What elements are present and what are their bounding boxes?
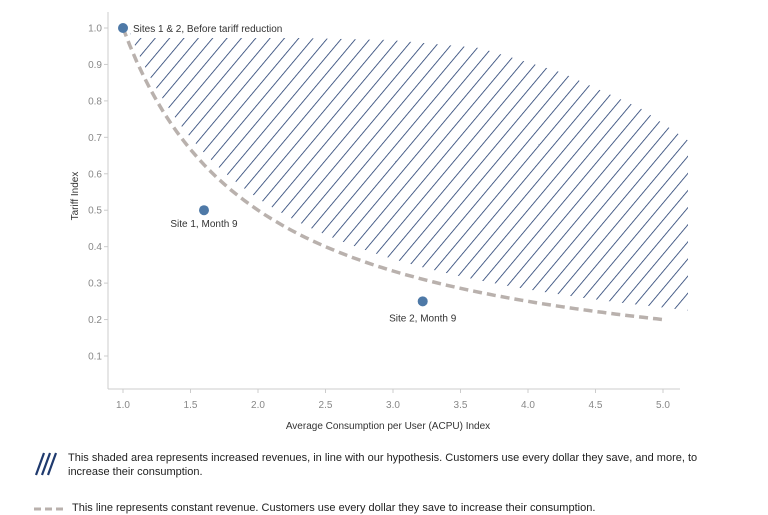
y-tick-label: 0.7 [88,133,102,144]
y-tick-label: 0.5 [88,206,102,217]
x-tick-label: 4.0 [521,400,535,411]
chart: 0.1 0.2 0.3 0.4 0.5 0.6 0.7 0.8 0.9 1.0 1.0 1.5 2.0… [70,12,688,432]
data-point [118,23,128,33]
constant-revenue-curve [121,27,664,322]
y-tick-label: 0.1 [88,352,102,363]
x-axis-label: Average Consumption per User (ACPU) Inde… [286,421,490,432]
data-point-label: Site 1, Month 9 [170,219,238,230]
y-axis-label: Tariff Index [70,172,81,221]
legend-hatch-item: This shaded area represents increased re… [34,451,734,479]
hatch-swatch-icon [34,452,58,476]
data-point-label: Sites 1 & 2, Before tariff reduction [133,24,282,35]
data-point-label: Site 2, Month 9 [389,313,457,324]
increased-revenue-region [129,33,688,311]
data-point [417,296,428,307]
x-tick-label: 3.0 [386,400,400,411]
x-tick-label: 2.5 [319,400,333,411]
legend-dash-text: This line represents constant revenue. C… [72,502,596,514]
y-tick-label: 1.0 [88,24,102,35]
dashed-line-swatch-icon [34,507,66,511]
legend-hatch-text: This shaded area represents increased re… [68,452,698,478]
y-tick-label: 0.8 [88,96,102,107]
x-tick-label: 1.0 [116,400,130,411]
x-tick-label: 4.5 [589,400,603,411]
x-tick-label: 5.0 [656,400,670,411]
x-tick-label: 2.0 [251,400,265,411]
legend-dash-item: This line represents constant revenue. C… [34,501,754,515]
x-tick-label: 1.5 [184,400,198,411]
y-tick-label: 0.4 [88,242,102,253]
y-tick-label: 0.2 [88,315,102,326]
y-tick-label: 0.6 [88,169,102,180]
data-point [199,205,209,216]
y-tick-label: 0.9 [88,60,102,71]
y-tick-label: 0.3 [88,279,102,290]
x-tick-label: 3.5 [454,400,468,411]
